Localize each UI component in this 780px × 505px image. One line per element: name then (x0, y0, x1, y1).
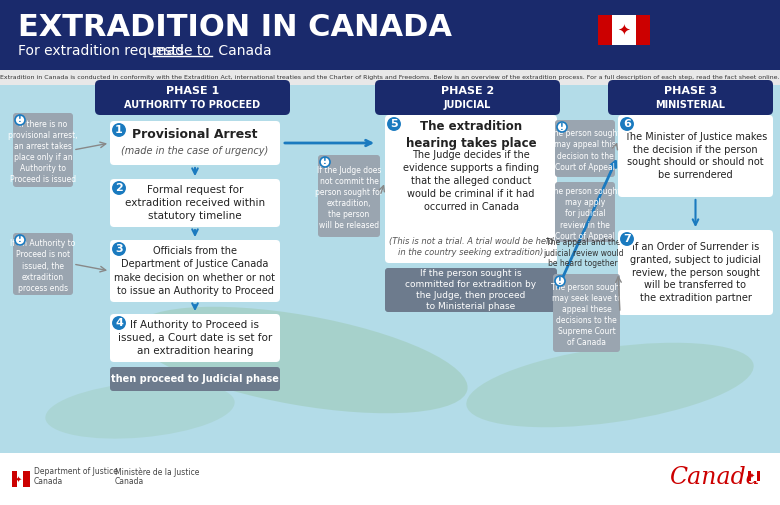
Text: If Authority to Proceed is
issued, a Court date is set for
an extradition hearin: If Authority to Proceed is issued, a Cou… (118, 320, 272, 356)
Bar (748, 471, 760, 481)
Text: The Minister of Justice makes
the decision if the person
sought should or should: The Minister of Justice makes the decisi… (624, 132, 767, 180)
Text: If an Order of Surrender is
granted, subject to judicial
review, the person soug: If an Order of Surrender is granted, sub… (630, 242, 761, 303)
FancyBboxPatch shape (110, 121, 280, 165)
Circle shape (557, 122, 567, 132)
Bar (0, 70, 780, 85)
Text: Provisional Arrest: Provisional Arrest (133, 128, 257, 141)
Bar (16, 471, 26, 487)
Text: Canada: Canada (115, 478, 144, 486)
Text: ✦: ✦ (15, 475, 22, 483)
Text: Officials from the
Department of Justice Canada
make decision on whether or not
: Officials from the Department of Justice… (115, 246, 275, 296)
Text: JUDICIAL: JUDICIAL (444, 99, 491, 110)
Text: AUTHORITY TO PROCEED: AUTHORITY TO PROCEED (125, 99, 261, 110)
FancyBboxPatch shape (95, 80, 290, 115)
Text: ✦: ✦ (618, 23, 630, 37)
Bar (0, 0, 780, 70)
Text: 1: 1 (115, 125, 123, 135)
Bar (757, 471, 760, 481)
FancyBboxPatch shape (555, 120, 615, 177)
Text: Ministère de la Justice: Ministère de la Justice (115, 467, 200, 477)
Ellipse shape (45, 381, 235, 439)
FancyBboxPatch shape (555, 182, 615, 242)
Text: 7: 7 (623, 234, 631, 244)
FancyBboxPatch shape (110, 240, 280, 302)
Circle shape (555, 276, 565, 286)
Text: !: ! (558, 277, 562, 285)
FancyBboxPatch shape (618, 230, 773, 315)
Text: If an Authority to
Proceed is not
issued, the
extradition
process ends: If an Authority to Proceed is not issued… (10, 239, 76, 293)
Text: (made in the case of urgency): (made in the case of urgency) (122, 146, 268, 156)
FancyBboxPatch shape (618, 115, 773, 197)
FancyBboxPatch shape (13, 113, 73, 187)
Text: The extradition
hearing takes place: The extradition hearing takes place (406, 121, 537, 149)
Text: made to: made to (153, 44, 211, 58)
Text: If there is no
provisional arrest,
an arrest takes
place only if an
Authority to: If there is no provisional arrest, an ar… (8, 120, 78, 184)
Circle shape (111, 315, 127, 331)
FancyBboxPatch shape (318, 155, 380, 237)
Text: 3: 3 (115, 244, 122, 254)
Text: The appeal and the
judicial review would
be heard together: The appeal and the judicial review would… (543, 238, 623, 268)
Bar (598, 15, 612, 45)
Circle shape (15, 115, 25, 125)
FancyBboxPatch shape (110, 179, 280, 227)
Text: !: ! (18, 116, 22, 125)
Circle shape (111, 241, 127, 257)
Text: Canada: Canada (669, 466, 760, 488)
Text: The person sought
may apply
for judicial
review in the
Court of Appeal: The person sought may apply for judicial… (549, 187, 621, 241)
Text: Department of Justice: Department of Justice (34, 468, 118, 477)
FancyBboxPatch shape (553, 274, 620, 352)
Text: The person sought
may appeal this
decision to the
Court of Appeal: The person sought may appeal this decisi… (549, 129, 621, 172)
Text: Extradition in Canada is conducted in conformity with the Extradition Act, inter: Extradition in Canada is conducted in co… (0, 76, 780, 80)
Text: 6: 6 (623, 119, 631, 129)
Text: PHASE 1: PHASE 1 (166, 86, 219, 96)
Bar (612, 15, 636, 45)
Bar (12, 471, 30, 487)
Ellipse shape (466, 343, 753, 427)
FancyBboxPatch shape (13, 233, 73, 295)
FancyBboxPatch shape (110, 314, 280, 362)
Text: MINISTERIAL: MINISTERIAL (655, 99, 725, 110)
Bar (0, 453, 780, 505)
Text: (This is not a trial. A trial would be held
in the country seeking extradition): (This is not a trial. A trial would be h… (388, 237, 553, 257)
Circle shape (111, 180, 127, 196)
FancyBboxPatch shape (375, 80, 560, 115)
Text: For extradition requests: For extradition requests (18, 44, 189, 58)
FancyBboxPatch shape (385, 115, 557, 263)
FancyBboxPatch shape (608, 80, 773, 115)
Text: EXTRADITION IN CANADA: EXTRADITION IN CANADA (18, 13, 452, 41)
Text: 2: 2 (115, 183, 123, 193)
Circle shape (619, 231, 635, 247)
Text: PHASE 2: PHASE 2 (441, 86, 494, 96)
Ellipse shape (133, 307, 467, 413)
Text: If the person sought is
committed for extradition by
the Judge, then proceed
to : If the person sought is committed for ex… (406, 269, 537, 311)
Text: 5: 5 (390, 119, 398, 129)
Text: ✦: ✦ (749, 473, 754, 479)
Circle shape (15, 235, 25, 245)
Circle shape (320, 157, 330, 167)
Text: Canada: Canada (214, 44, 271, 58)
FancyBboxPatch shape (110, 367, 280, 391)
Bar (23, 471, 28, 487)
Text: Canada: Canada (34, 478, 63, 486)
Bar (748, 471, 751, 481)
Bar (751, 471, 757, 481)
FancyBboxPatch shape (385, 268, 557, 312)
Text: then proceed to Judicial phase: then proceed to Judicial phase (111, 374, 279, 384)
Bar (0, 85, 780, 455)
Circle shape (619, 116, 635, 132)
Bar (598, 15, 650, 45)
Bar (12, 471, 17, 487)
Circle shape (111, 122, 127, 138)
Text: PHASE 3: PHASE 3 (664, 86, 717, 96)
Text: !: ! (560, 123, 564, 131)
Text: The Judge decides if the
evidence supports a finding
that the alleged conduct
wo: The Judge decides if the evidence suppor… (403, 150, 539, 212)
Text: Formal request for
extradition received within
statutory timeline: Formal request for extradition received … (125, 185, 265, 221)
Text: !: ! (323, 158, 327, 167)
Circle shape (386, 116, 402, 132)
Text: If the Judge does
not commit the
person sought for
extradition,
the person
will : If the Judge does not commit the person … (315, 166, 383, 230)
Text: !: ! (18, 235, 22, 244)
Text: 4: 4 (115, 318, 123, 328)
Bar (636, 15, 650, 45)
Text: The person sought
may seek leave to
appeal these
decisions to the
Supreme Court
: The person sought may seek leave to appe… (551, 283, 622, 347)
